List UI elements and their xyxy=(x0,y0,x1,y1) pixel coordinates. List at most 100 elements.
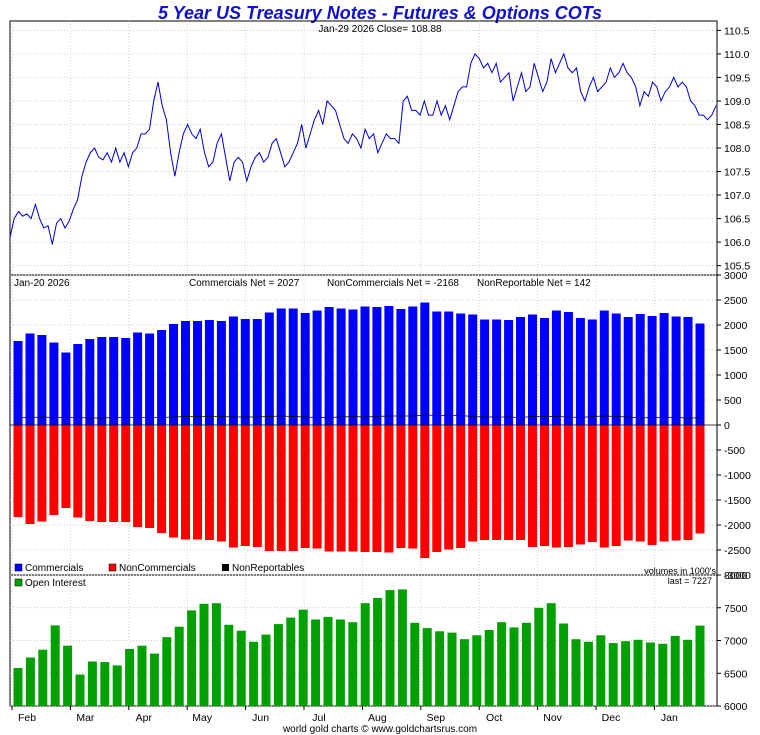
open-interest-bar xyxy=(249,641,259,706)
commercials-bar xyxy=(109,337,119,425)
month-label: Nov xyxy=(543,712,562,724)
open-interest-bar xyxy=(497,622,507,706)
noncommercials-bar xyxy=(528,425,537,547)
open-interest-bar xyxy=(199,603,209,706)
price-header: Jan-29 2026 Close= 108.88 xyxy=(318,24,442,35)
month-label: May xyxy=(192,712,213,724)
commercials-bar xyxy=(420,302,430,425)
month-label: Jul xyxy=(312,712,325,724)
legend-noncommercials-label: NonCommercials xyxy=(119,563,196,574)
open-interest-bar xyxy=(174,626,184,706)
open-interest-bar xyxy=(100,662,110,706)
open-interest-bar xyxy=(608,643,618,706)
price-series xyxy=(9,52,717,245)
cot-tick-label: 3000 xyxy=(724,270,748,282)
commercials-bar xyxy=(683,317,693,425)
noncommercials-bar xyxy=(121,425,131,522)
price-tick-label: 110.5 xyxy=(724,25,750,37)
month-label: Jan xyxy=(661,712,678,724)
month-label: Apr xyxy=(136,712,153,724)
open-interest-bar xyxy=(410,622,420,706)
noncommercials-bar xyxy=(551,425,561,548)
commercials-bar xyxy=(504,320,514,425)
noncommercials-bar xyxy=(599,425,609,548)
price-tick-label: 105.5 xyxy=(724,261,750,273)
open-interest-bar xyxy=(63,645,73,706)
commercials-bar xyxy=(181,321,190,425)
noncommercials-bar xyxy=(73,425,83,518)
commercials-bar xyxy=(551,310,561,425)
cot-tick-label: -2000 xyxy=(724,520,751,532)
price-tick-label: 107.5 xyxy=(724,167,750,179)
open-interest-bar xyxy=(335,619,345,706)
cot-tick-label: 1000 xyxy=(724,370,748,382)
noncommercials-bar xyxy=(540,425,549,546)
noncommercials-bar xyxy=(133,425,143,527)
noncommercials-bar xyxy=(623,425,633,541)
open-interest-bar xyxy=(521,622,531,706)
open-interest-bar xyxy=(224,624,234,706)
open-interest-bar xyxy=(658,643,668,706)
open-interest-bar xyxy=(670,635,680,706)
commercials-bar xyxy=(516,317,525,425)
oi-last-label: last = 7227 xyxy=(668,576,712,586)
open-interest-bar xyxy=(348,622,358,706)
open-interest-bar xyxy=(596,635,606,706)
oi-tick-label: 7000 xyxy=(724,636,748,648)
open-interest-bar xyxy=(187,610,197,706)
commercials-bar xyxy=(157,330,167,425)
noncommercials-bar xyxy=(659,425,669,542)
commercials-bar xyxy=(384,306,394,425)
price-tick-label: 109.5 xyxy=(724,72,750,84)
noncommercials-bar xyxy=(432,425,442,552)
legend-nonreportables-label: NonReportables xyxy=(232,563,304,574)
oi-tick-label: 7500 xyxy=(724,603,748,615)
commercials-bar xyxy=(587,319,597,425)
noncommercials-bar xyxy=(444,425,454,550)
open-interest-bar xyxy=(137,645,147,706)
oi-tick-label: 6000 xyxy=(724,701,748,713)
open-interest-bar xyxy=(459,639,469,706)
commercials-bar xyxy=(133,332,143,425)
noncommercials-bar xyxy=(252,425,262,547)
commercials-bar xyxy=(73,344,83,425)
price-line xyxy=(9,52,717,245)
noncommercials-bar xyxy=(109,425,119,522)
noncommercials-bar xyxy=(671,425,681,541)
price-tick-label: 109.0 xyxy=(724,96,750,108)
open-interest-bar xyxy=(633,639,643,706)
open-interest-bar xyxy=(645,642,655,706)
commercials-bar xyxy=(25,333,35,425)
open-interest-bar xyxy=(211,603,221,706)
noncommercials-bar xyxy=(157,425,167,533)
price-tick-label: 110.0 xyxy=(724,49,750,61)
noncommercials-bar xyxy=(49,425,59,515)
cot-bars xyxy=(10,302,717,558)
commercials-bar xyxy=(264,312,274,425)
open-interest-bar xyxy=(447,632,457,706)
commercials-bar xyxy=(659,313,669,425)
open-interest-bar xyxy=(38,649,48,706)
legend-nonreportables-swatch xyxy=(222,564,229,571)
commercials-bar xyxy=(695,323,705,425)
open-interest-bar xyxy=(472,635,482,706)
open-interest-bar xyxy=(397,589,407,706)
commercials-bar xyxy=(193,321,202,425)
commercials-bar xyxy=(145,333,155,425)
noncommercials-bar xyxy=(312,425,322,549)
open-interest-bar xyxy=(25,657,35,706)
commercials-bar xyxy=(97,337,107,425)
commercials-bar xyxy=(492,319,502,425)
axis-labels: 110.5 110.0 109.5 109.0 108.5 108.0 107.5 107.0… xyxy=(11,25,751,724)
commercials-bar xyxy=(432,311,442,425)
legend-commercials-swatch xyxy=(14,563,23,572)
noncommercials-bar xyxy=(228,425,238,548)
price-tick-label: 106.0 xyxy=(724,237,750,249)
price-tick-label: 108.0 xyxy=(724,143,750,155)
noncommercials-bar xyxy=(384,425,394,553)
open-interest-bar xyxy=(13,668,23,706)
noncommercials-bar xyxy=(635,425,645,542)
noncommercials-bar xyxy=(264,425,274,551)
cot-tick-label: -1500 xyxy=(724,495,751,507)
commercials-net-label: Commercials Net = 2027 xyxy=(189,278,300,289)
